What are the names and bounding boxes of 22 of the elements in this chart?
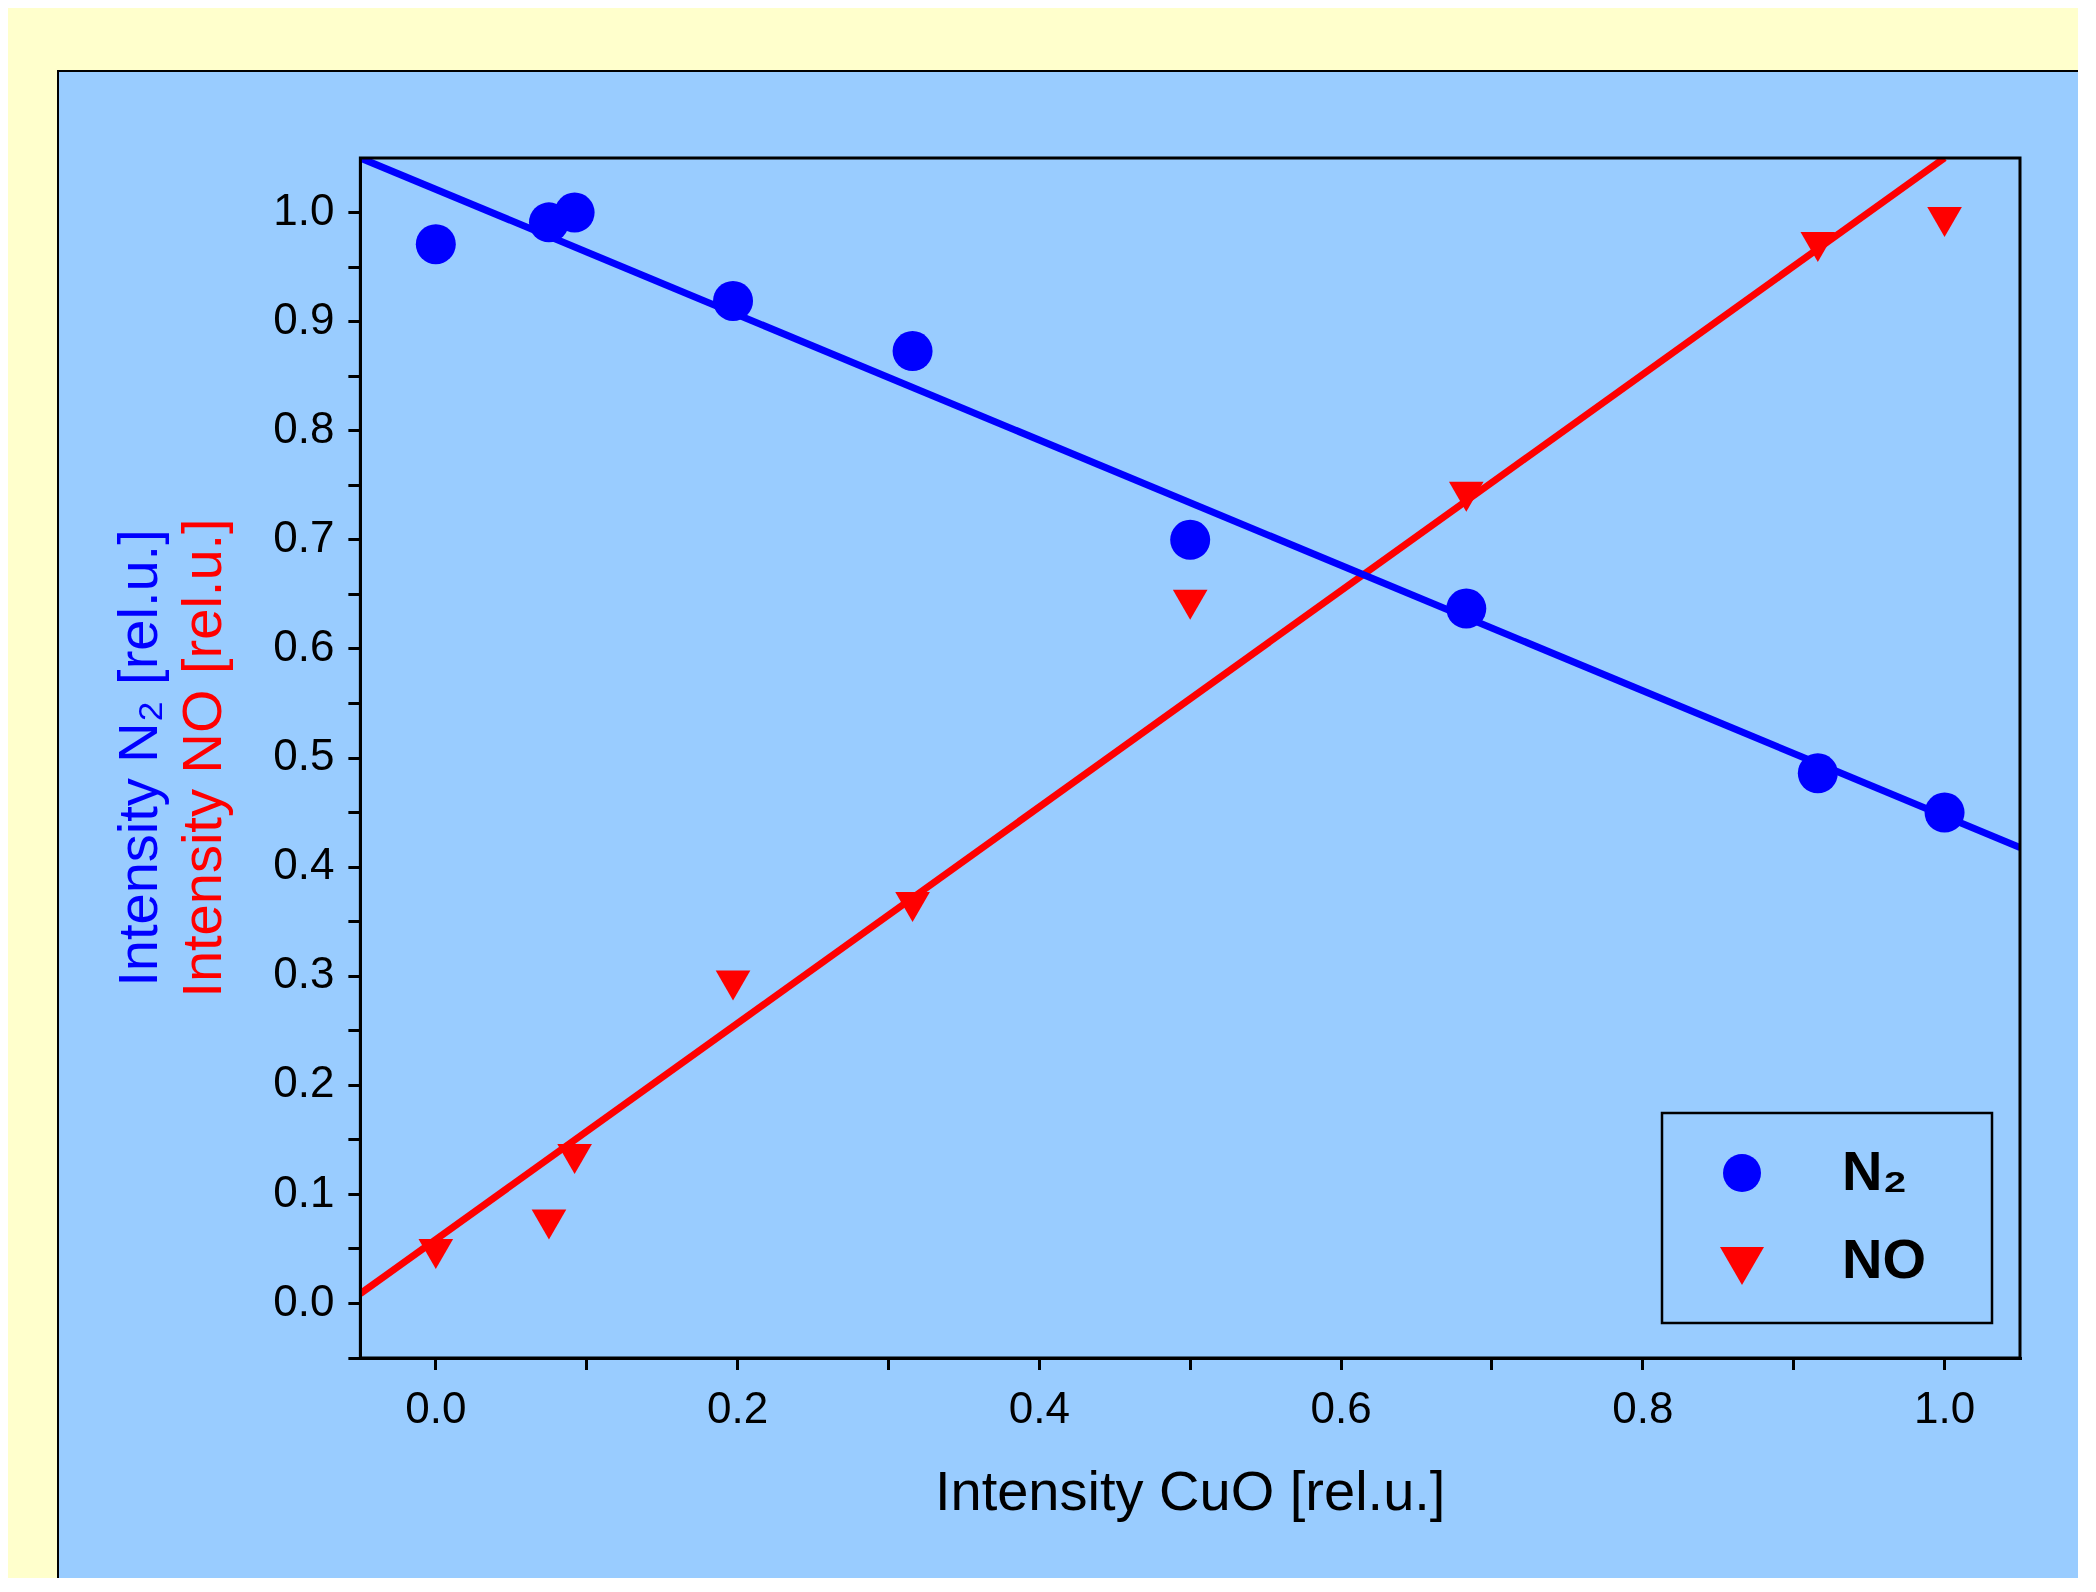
legend-label: NO bbox=[1842, 1227, 1926, 1291]
y-tick-label: 0.2 bbox=[273, 1057, 335, 1107]
y-tick-label: 0.1 bbox=[273, 1166, 335, 1216]
legend-label: N₂ bbox=[1842, 1139, 1908, 1203]
x-tick-label: 0.2 bbox=[706, 1382, 769, 1432]
y-tick-label: 0.9 bbox=[273, 293, 335, 343]
y-tick-label: 0.5 bbox=[273, 730, 335, 780]
x-tick-label: 0.6 bbox=[1310, 1382, 1372, 1432]
x-tick-label: 0.4 bbox=[1008, 1382, 1070, 1432]
x-tick-label: 0.8 bbox=[1612, 1382, 1674, 1432]
y-axis-title: Intensity N₂ [rel.u.] bbox=[106, 529, 170, 987]
y-tick-label: 0.7 bbox=[273, 511, 335, 561]
y-tick-label: 0.3 bbox=[273, 948, 335, 998]
y-tick-label: 0.8 bbox=[273, 402, 335, 452]
y-tick-label: 1.0 bbox=[273, 184, 335, 234]
x-axis-title: Intensity CuO [rel.u.] bbox=[934, 1458, 1446, 1522]
y-tick-label: 0.0 bbox=[273, 1275, 335, 1325]
x-tick-label: 0.0 bbox=[405, 1382, 467, 1432]
y-tick-label: 0.6 bbox=[273, 621, 335, 671]
text: Intensity NO [rel.u.] bbox=[170, 518, 234, 998]
y-tick-label: 0.4 bbox=[273, 839, 335, 889]
x-tick-label: 1.0 bbox=[1913, 1382, 1976, 1432]
